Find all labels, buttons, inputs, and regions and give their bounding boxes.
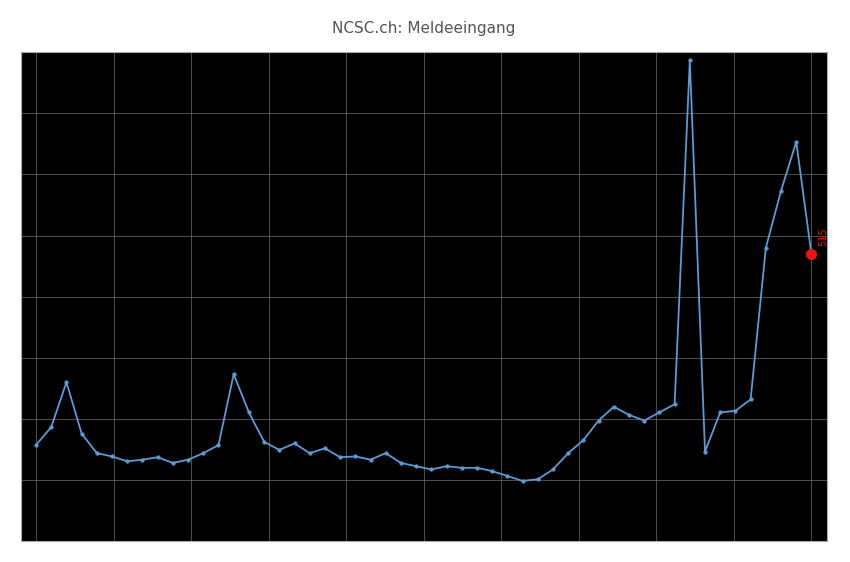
Title: NCSC.ch: Meldeeingang: NCSC.ch: Meldeeingang — [332, 21, 515, 36]
Text: 515: 515 — [819, 228, 829, 246]
